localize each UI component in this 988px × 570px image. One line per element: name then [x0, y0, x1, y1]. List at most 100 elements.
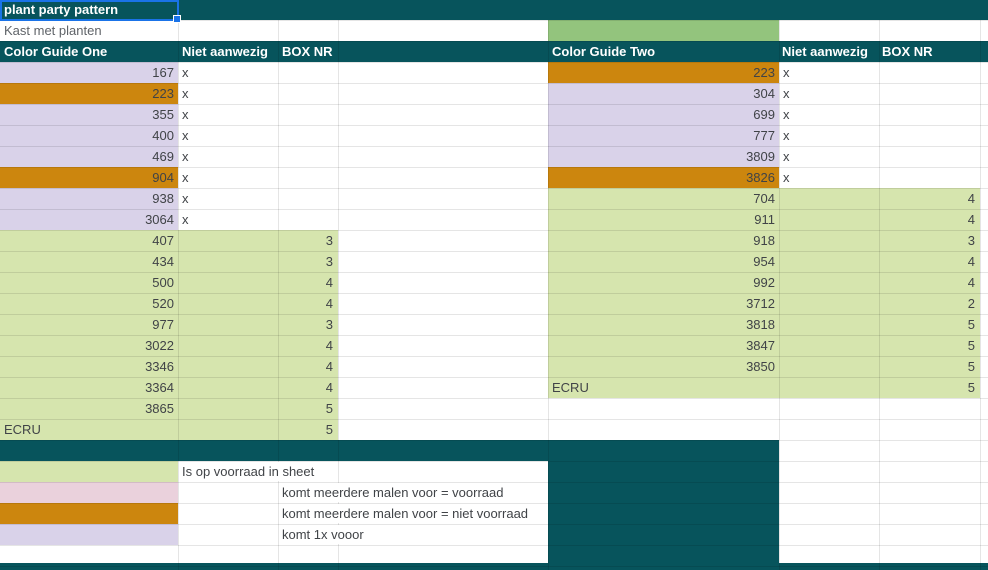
row-highlight-cell[interactable]	[548, 293, 980, 314]
color-code-cell[interactable]	[0, 62, 178, 83]
color-code[interactable]: 223	[152, 86, 174, 101]
row-highlight-cell[interactable]	[0, 398, 338, 419]
color-code[interactable]: 904	[152, 170, 174, 185]
color-code-cell[interactable]	[0, 125, 178, 146]
header-niet-aanwezig-two[interactable]: Niet aanwezig	[782, 44, 868, 59]
color-code-cell[interactable]	[548, 62, 779, 83]
box-nr-value[interactable]: 5	[967, 338, 975, 353]
box-nr-value[interactable]: 4	[325, 359, 333, 374]
color-code[interactable]: 520	[152, 296, 174, 311]
color-code[interactable]: 469	[152, 149, 174, 164]
row-highlight-cell[interactable]	[548, 188, 980, 209]
color-code-cell[interactable]	[0, 209, 178, 230]
color-code-cell[interactable]	[548, 104, 779, 125]
color-code[interactable]: 777	[753, 128, 775, 143]
niet-aanwezig-mark[interactable]: x	[182, 212, 189, 227]
row-highlight-cell[interactable]	[0, 314, 338, 335]
color-code[interactable]: 3826	[746, 170, 775, 185]
niet-aanwezig-mark[interactable]: x	[182, 107, 189, 122]
box-nr-value[interactable]: 4	[325, 275, 333, 290]
color-code[interactable]: 3364	[145, 380, 174, 395]
header-color-guide-one[interactable]: Color Guide One	[4, 44, 108, 59]
box-nr-value[interactable]: 4	[325, 296, 333, 311]
niet-aanwezig-mark[interactable]: x	[783, 86, 790, 101]
niet-aanwezig-mark[interactable]: x	[783, 128, 790, 143]
niet-aanwezig-mark[interactable]: x	[182, 86, 189, 101]
row-highlight-cell[interactable]	[0, 230, 338, 251]
color-code[interactable]: 3850	[746, 359, 775, 374]
color-code[interactable]: 500	[152, 275, 174, 290]
row-highlight-cell[interactable]	[548, 377, 980, 398]
box-nr-value[interactable]: 5	[967, 359, 975, 374]
color-code[interactable]: 3712	[746, 296, 775, 311]
color-code-cell[interactable]	[0, 104, 178, 125]
niet-aanwezig-mark[interactable]: x	[783, 65, 790, 80]
color-code[interactable]: 355	[152, 107, 174, 122]
legend-label[interactable]: komt meerdere malen voor = voorraad	[279, 483, 548, 502]
box-nr-value[interactable]: 4	[325, 338, 333, 353]
color-code[interactable]: 3346	[145, 359, 174, 374]
color-code-cell[interactable]	[548, 146, 779, 167]
row-highlight-cell[interactable]	[548, 209, 980, 230]
title-cell[interactable]: plant party pattern	[4, 2, 119, 17]
niet-aanwezig-mark[interactable]: x	[783, 170, 790, 185]
row-highlight-cell[interactable]	[548, 230, 980, 251]
color-code-cell[interactable]	[548, 83, 779, 104]
row-highlight-cell[interactable]	[548, 356, 980, 377]
box-nr-value[interactable]: 5	[325, 401, 333, 416]
color-code-cell[interactable]	[548, 167, 779, 188]
color-code-cell[interactable]	[0, 83, 178, 104]
fill-handle[interactable]	[173, 15, 181, 23]
box-nr-value[interactable]: 4	[967, 191, 975, 206]
color-code-cell[interactable]	[0, 188, 178, 209]
color-code[interactable]: ECRU	[552, 380, 589, 395]
row-highlight-cell[interactable]	[548, 251, 980, 272]
color-code[interactable]: 304	[753, 86, 775, 101]
color-code[interactable]: 938	[152, 191, 174, 206]
color-code[interactable]: 407	[152, 233, 174, 248]
niet-aanwezig-mark[interactable]: x	[182, 170, 189, 185]
box-nr-value[interactable]: 4	[967, 212, 975, 227]
color-code[interactable]: 3818	[746, 317, 775, 332]
color-code[interactable]: 699	[753, 107, 775, 122]
row-highlight-cell[interactable]	[548, 335, 980, 356]
header-color-guide-two[interactable]: Color Guide Two	[552, 44, 656, 59]
color-code[interactable]: 911	[754, 212, 775, 227]
box-nr-value[interactable]: 3	[325, 233, 333, 248]
niet-aanwezig-mark[interactable]: x	[182, 128, 189, 143]
color-code[interactable]: 3064	[145, 212, 174, 227]
header-niet-aanwezig-one[interactable]: Niet aanwezig	[182, 44, 268, 59]
box-nr-value[interactable]: 3	[325, 254, 333, 269]
color-code-cell[interactable]	[0, 167, 178, 188]
color-code[interactable]: 167	[152, 65, 174, 80]
box-nr-value[interactable]: 2	[967, 296, 975, 311]
niet-aanwezig-mark[interactable]: x	[182, 149, 189, 164]
color-code[interactable]: 992	[753, 275, 775, 290]
header-box-nr-one[interactable]: BOX NR	[282, 44, 333, 59]
color-code[interactable]: 3865	[145, 401, 174, 416]
legend-label[interactable]: komt meerdere malen voor = niet voorraad	[279, 504, 548, 523]
legend-label[interactable]: komt 1x vooor	[279, 525, 548, 544]
row-highlight-cell[interactable]	[548, 314, 980, 335]
color-code[interactable]: ECRU	[4, 422, 41, 437]
header-box-nr-two[interactable]: BOX NR	[882, 44, 933, 59]
row-highlight-cell[interactable]	[0, 335, 338, 356]
color-code[interactable]: 918	[753, 233, 775, 248]
legend-swatch-cell[interactable]	[0, 461, 178, 482]
box-nr-value[interactable]: 5	[967, 380, 975, 395]
row-highlight-cell[interactable]	[548, 272, 980, 293]
row-highlight-cell[interactable]	[0, 293, 338, 314]
color-code[interactable]: 223	[753, 65, 775, 80]
legend-swatch-cell[interactable]	[0, 503, 178, 524]
box-nr-value[interactable]: 5	[967, 317, 975, 332]
niet-aanwezig-mark[interactable]: x	[182, 65, 189, 80]
box-nr-value[interactable]: 3	[967, 233, 975, 248]
color-code[interactable]: 977	[152, 317, 174, 332]
row-highlight-cell[interactable]	[0, 272, 338, 293]
color-code[interactable]: 3022	[145, 338, 174, 353]
legend-label[interactable]: Is op voorraad in sheet	[179, 462, 338, 481]
green-highlight-cell[interactable]	[548, 20, 779, 41]
row-highlight-cell[interactable]	[0, 419, 338, 440]
legend-swatch-cell[interactable]	[0, 524, 178, 545]
row-highlight-cell[interactable]	[0, 251, 338, 272]
